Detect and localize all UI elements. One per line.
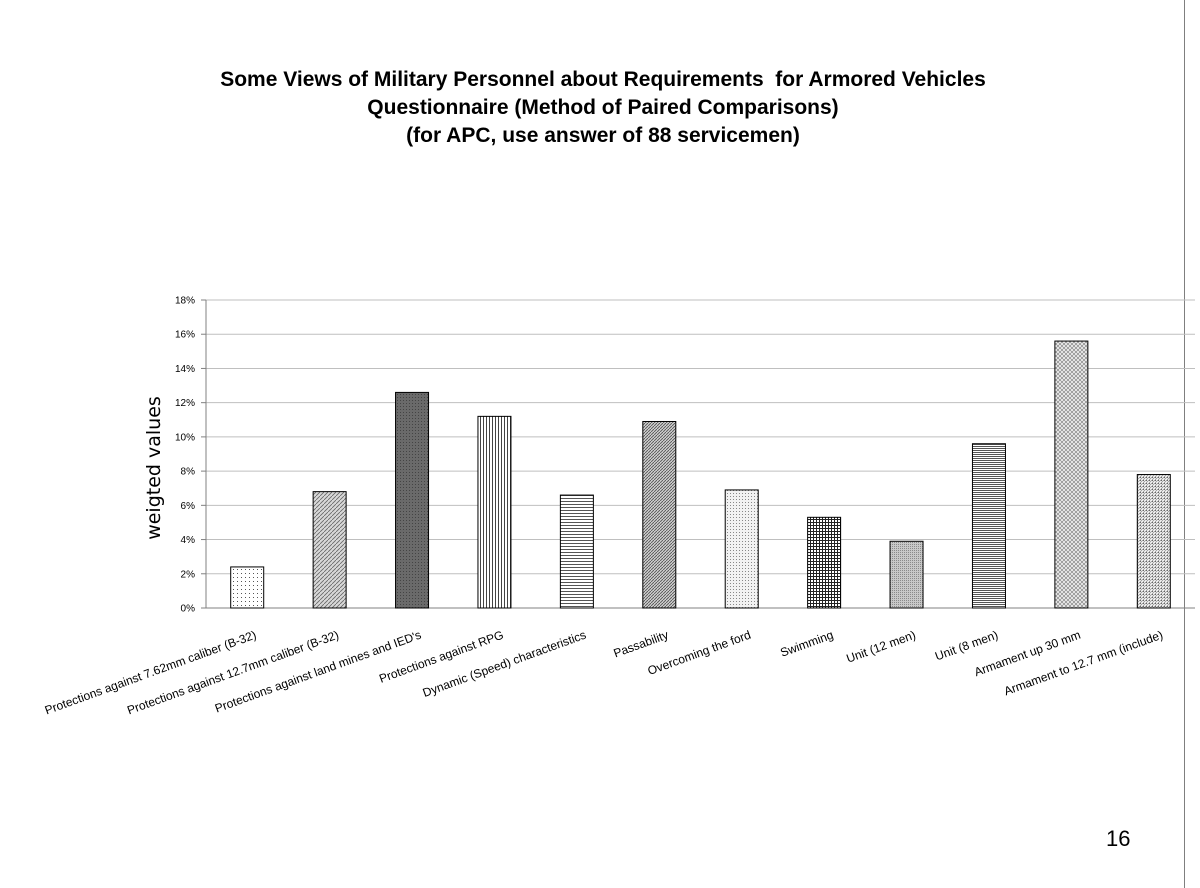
bar — [642, 420, 677, 609]
y-tick-label: 8% — [181, 467, 196, 478]
bar — [395, 391, 430, 609]
chart-title: Some Views of Military Personnel about R… — [0, 66, 1200, 150]
bar — [807, 516, 842, 609]
bar — [1054, 340, 1089, 609]
y-tick-label: 4% — [181, 535, 196, 546]
y-tick-label: 0% — [181, 604, 196, 615]
bar — [477, 415, 512, 609]
title-line-3: (for APC, use answer of 88 servicemen) — [406, 124, 800, 147]
y-tick-label: 16% — [175, 330, 195, 341]
y-tick-label: 12% — [175, 398, 195, 409]
bar — [230, 566, 265, 609]
x-tick-label: Swimming — [778, 628, 835, 660]
x-tick-label: Unit (8 men) — [933, 628, 1000, 664]
y-tick-label: 10% — [175, 432, 195, 443]
x-tick-label: Armament to 12.7 mm (include) — [1002, 628, 1165, 699]
x-tick-label: Unit (12 men) — [844, 628, 917, 666]
bar — [1136, 474, 1171, 609]
y-tick-label: 2% — [181, 569, 196, 580]
y-axis-label: weigted values — [143, 396, 165, 540]
bar — [971, 443, 1006, 609]
y-tick-label: 6% — [181, 501, 196, 512]
bar — [312, 491, 347, 609]
bar — [889, 540, 924, 609]
y-tick-label: 14% — [175, 364, 195, 375]
bar — [724, 489, 759, 609]
x-tick-label: Passability — [612, 628, 671, 661]
title-line-1: Some Views of Military Personnel about R… — [220, 68, 986, 91]
bar — [559, 494, 594, 609]
title-line-2: Questionnaire (Method of Paired Comparis… — [367, 96, 839, 119]
y-tick-label: 18% — [175, 296, 195, 307]
page-number: 16 — [1106, 826, 1131, 851]
